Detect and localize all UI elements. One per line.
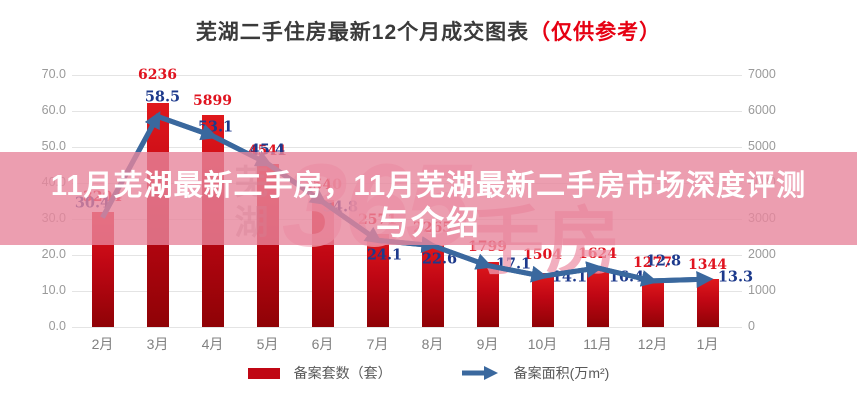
x-axis-label: 7月: [366, 336, 389, 352]
left-axis-tick: 0.0: [48, 319, 66, 333]
right-axis-tick: 6000: [748, 103, 776, 117]
x-axis-label: 1月: [696, 336, 719, 352]
x-axis-label: 5月: [256, 336, 279, 352]
left-axis-tick: 10.0: [41, 283, 66, 297]
overlay-heading-line2: 与介绍: [376, 204, 481, 241]
overlay-banner: 11月芜湖最新二手房，11月芜湖最新二手房市场深度评测 与介绍: [0, 152, 857, 245]
line-point-label: 22.6: [421, 250, 458, 268]
line-point-label: 53.1: [197, 118, 234, 136]
right-axis-tick: 5000: [748, 139, 776, 153]
x-axis-label: 2月: [91, 336, 114, 352]
grid-line: [72, 111, 742, 112]
right-axis-tick: 0: [748, 319, 755, 333]
chart-title-note: （仅供参考）: [529, 21, 662, 44]
line-point-label: 13.3: [717, 268, 754, 286]
x-axis-label: 9月: [476, 336, 499, 352]
x-axis-label: 11月: [583, 336, 612, 352]
legend-line-arrow-icon: [461, 366, 498, 380]
left-axis-tick: 60.0: [41, 103, 66, 117]
legend-line-label: 备案面积(万m²): [513, 365, 610, 381]
x-axis-label: 3月: [146, 336, 169, 352]
right-axis-tick: 7000: [748, 67, 776, 81]
x-axis-label: 12月: [637, 336, 668, 352]
x-axis-label: 6月: [311, 336, 334, 352]
bar-value-label: 6236: [138, 66, 177, 83]
grid-line: [72, 291, 742, 292]
line-point-label: 16.4: [608, 268, 645, 286]
line-point-label: 12.8: [645, 252, 682, 270]
grid-line: [72, 147, 742, 148]
x-axis-label: 10月: [527, 336, 558, 352]
bar-value-label: 5899: [193, 92, 232, 109]
bar-10月: [531, 272, 554, 327]
line-point-label: 24.1: [366, 246, 403, 264]
chart-title-text: 芜湖二手住房最新12个月成交图表: [195, 21, 530, 44]
x-axis-label: 8月: [421, 336, 444, 352]
left-axis-tick: 20.0: [41, 247, 66, 261]
bar-value-label: 1624: [578, 245, 617, 262]
legend-bar-label: 备案套数（套）: [293, 365, 392, 381]
line-point-label: 17.1: [495, 255, 532, 273]
right-axis-tick: 1000: [748, 283, 776, 297]
bar-1月: [696, 278, 719, 327]
bar-11月: [586, 268, 609, 327]
legend: 备案套数（套） 备案面积(万m²): [0, 363, 857, 383]
line-point-label: 58.5: [144, 88, 181, 106]
left-axis-tick: 70.0: [41, 67, 66, 81]
legend-bar-swatch: [247, 367, 280, 379]
line-point-label: 14.1: [551, 268, 588, 286]
grid-line: [72, 327, 742, 328]
grid-line: [72, 75, 742, 76]
chart-title: 芜湖二手住房最新12个月成交图表（仅供参考）: [0, 16, 857, 46]
x-axis-label: 4月: [201, 336, 224, 352]
right-axis-tick: 2000: [748, 247, 776, 261]
bar-12月: [641, 281, 664, 327]
left-axis-tick: 50.0: [41, 139, 66, 153]
